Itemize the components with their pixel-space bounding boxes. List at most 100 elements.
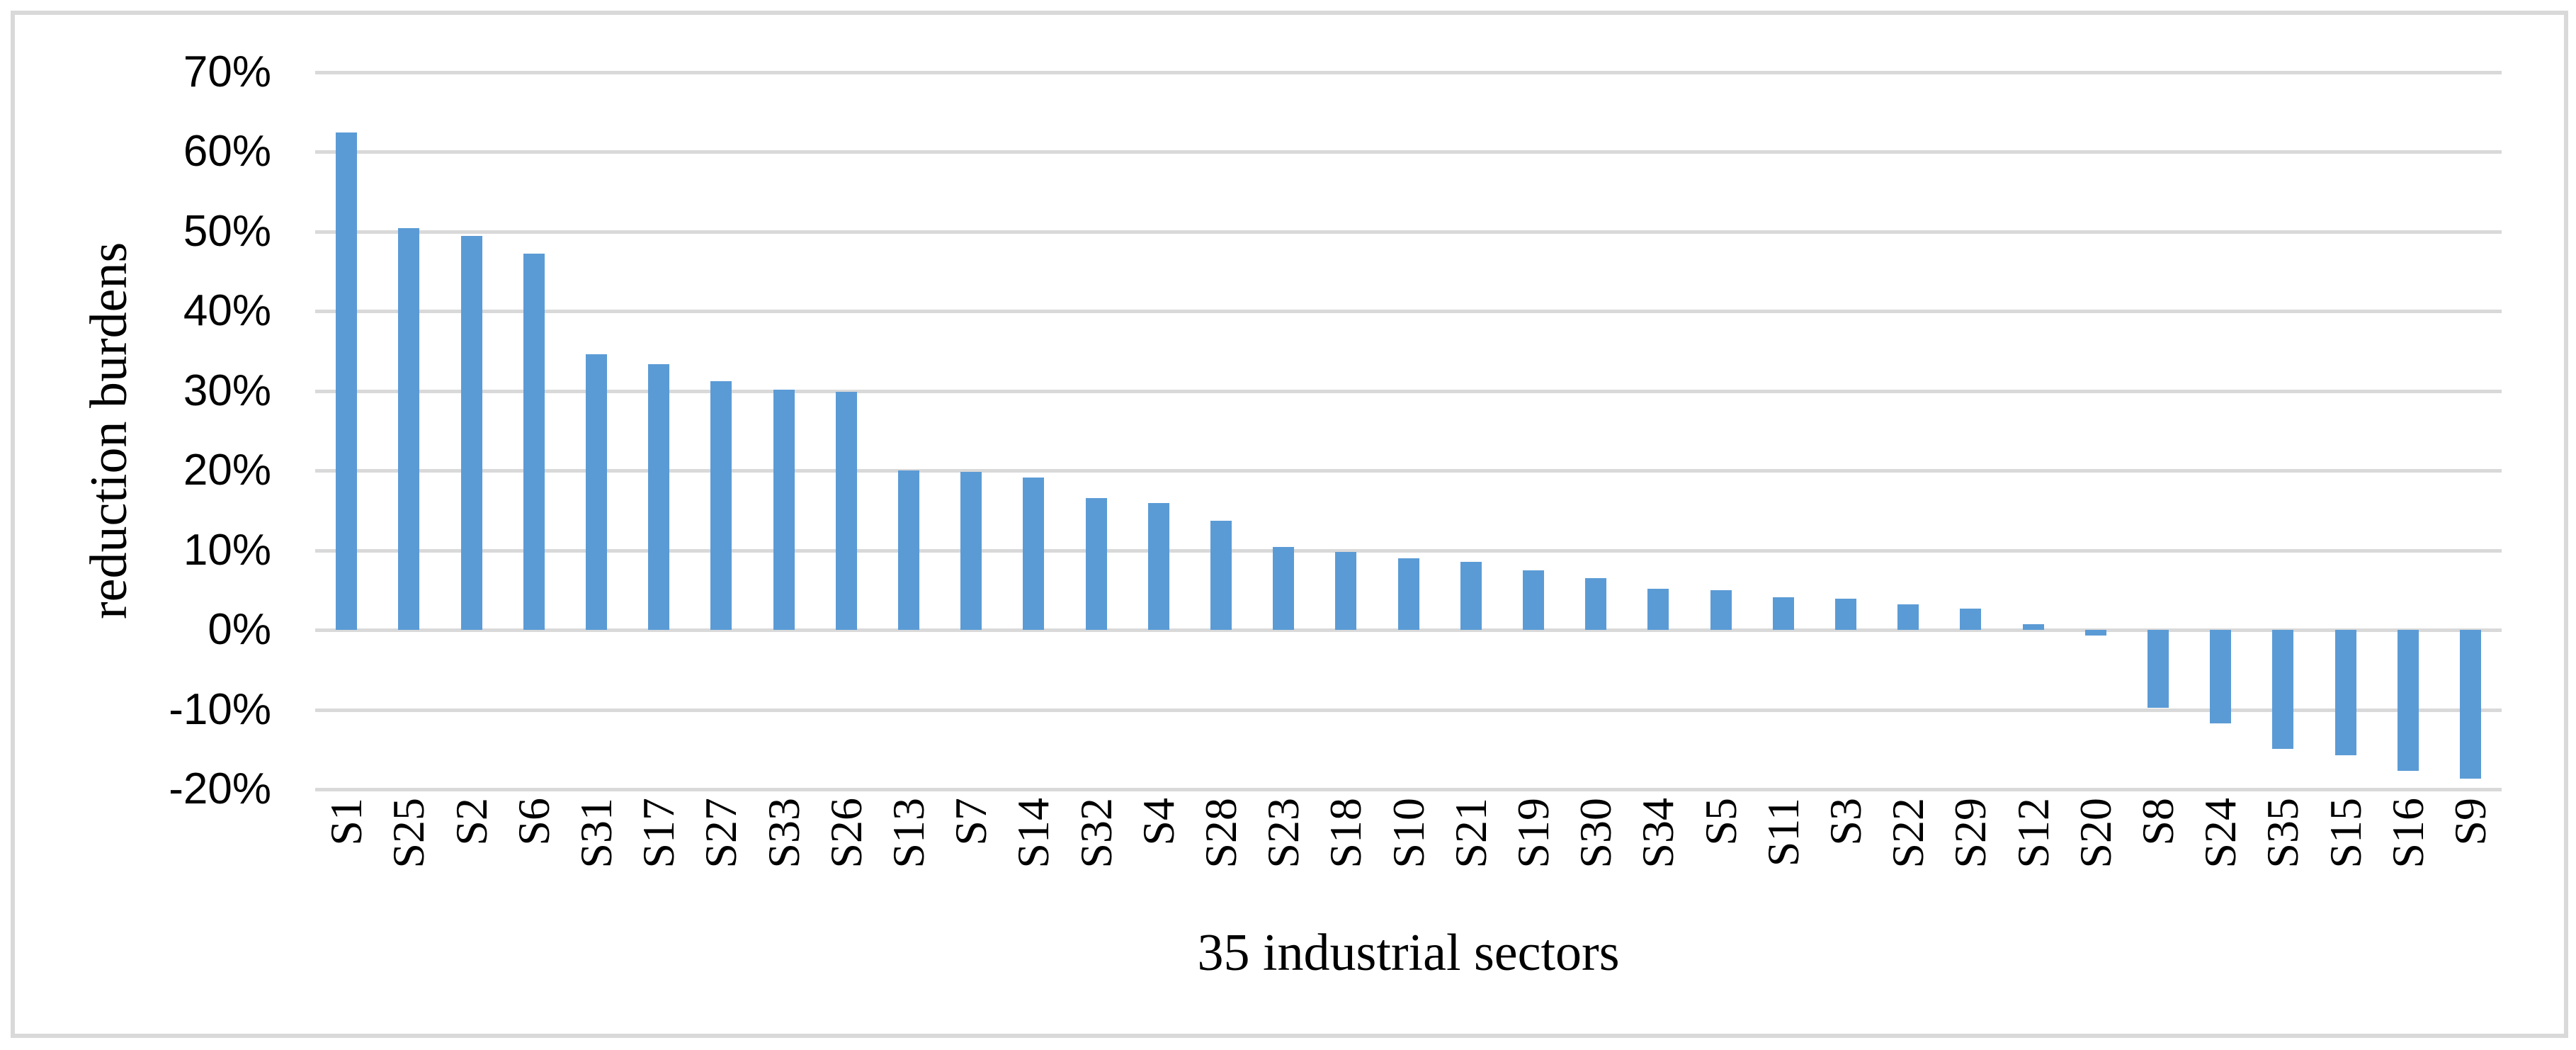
- x-tick-S3: S3: [1820, 798, 1871, 849]
- x-tick-label-S9: S9: [2444, 798, 2495, 846]
- bar-S5: [1710, 589, 1732, 630]
- bar-S21: [1460, 562, 1482, 630]
- y-tick-label-30%: 30%: [183, 366, 271, 415]
- x-tick-S32: S32: [1070, 798, 1121, 872]
- x-tick-S14: S14: [1008, 798, 1058, 872]
- x-tick-label-S34: S34: [1633, 798, 1684, 869]
- x-tick-S31: S31: [570, 798, 621, 872]
- bar-S20: [2084, 630, 2106, 636]
- x-tick-S17: S17: [633, 798, 683, 872]
- x-tick-S28: S28: [1196, 798, 1246, 872]
- bar-S8: [2147, 630, 2169, 709]
- bar-S11: [1772, 597, 1794, 630]
- bar-S17: [648, 364, 670, 630]
- bar-S35: [2272, 630, 2294, 749]
- bar-S6: [523, 254, 545, 630]
- x-tick-S19: S19: [1508, 798, 1558, 872]
- x-tick-label-S25: S25: [383, 798, 434, 869]
- x-tick-label-S15: S15: [2320, 798, 2371, 869]
- bar-S27: [710, 381, 732, 630]
- x-tick-S21: S21: [1446, 798, 1496, 872]
- bar-S14: [1023, 478, 1045, 630]
- y-tick-label-0%: 0%: [208, 605, 271, 654]
- x-tick-S5: S5: [1696, 798, 1746, 849]
- x-tick-S7: S7: [946, 798, 996, 849]
- x-tick-S34: S34: [1633, 798, 1683, 872]
- bar-S26: [835, 391, 857, 630]
- x-tick-S29: S29: [1945, 798, 1995, 872]
- x-tick-S6: S6: [509, 798, 559, 849]
- x-tick-label-S3: S3: [1820, 798, 1871, 846]
- x-tick-label-S6: S6: [508, 798, 559, 846]
- x-tick-S23: S23: [1258, 798, 1309, 872]
- gridline-0%: [315, 628, 2502, 632]
- gridline-20%: [315, 469, 2502, 473]
- x-tick-S27: S27: [696, 798, 746, 872]
- y-tick-label--10%: -10%: [169, 684, 271, 734]
- x-tick-label-S11: S11: [1757, 798, 1808, 867]
- x-tick-S11: S11: [1757, 798, 1808, 870]
- bar-S4: [1147, 503, 1169, 630]
- bar-S2: [460, 236, 482, 630]
- bar-S9: [2459, 630, 2481, 779]
- x-tick-label-S22: S22: [1883, 798, 1934, 869]
- x-tick-label-S28: S28: [1195, 798, 1246, 869]
- x-tick-label-S21: S21: [1445, 798, 1496, 869]
- bar-S3: [1834, 599, 1856, 630]
- bar-S29: [1960, 608, 1982, 630]
- x-tick-S22: S22: [1883, 798, 1933, 872]
- x-tick-label-S16: S16: [2382, 798, 2433, 869]
- x-tick-label-S8: S8: [2132, 798, 2183, 846]
- bar-S12: [2022, 624, 2044, 630]
- x-tick-S13: S13: [883, 798, 934, 872]
- x-tick-S2: S2: [446, 798, 497, 849]
- y-tick-label--20%: -20%: [169, 764, 271, 813]
- x-tick-label-S13: S13: [883, 798, 934, 869]
- bar-S10: [1397, 558, 1419, 630]
- x-tick-label-S24: S24: [2195, 798, 2246, 869]
- bar-S19: [1522, 570, 1544, 630]
- bar-S30: [1585, 577, 1607, 630]
- gridline-30%: [315, 389, 2502, 393]
- x-tick-label-S33: S33: [758, 798, 809, 869]
- y-tick-label-40%: 40%: [183, 286, 271, 335]
- gridline--20%: [315, 788, 2502, 791]
- figure-border: [11, 11, 2568, 1038]
- bar-S31: [585, 354, 607, 630]
- x-tick-label-S5: S5: [1695, 798, 1746, 846]
- gridline-70%: [315, 70, 2502, 74]
- bar-S15: [2334, 630, 2356, 755]
- x-tick-label-S23: S23: [1258, 798, 1309, 869]
- y-tick-label-70%: 70%: [183, 47, 271, 96]
- y-tick-label-10%: 10%: [183, 525, 271, 575]
- gridline--10%: [315, 708, 2502, 712]
- x-tick-label-S26: S26: [820, 798, 871, 869]
- x-tick-S18: S18: [1320, 798, 1371, 872]
- x-tick-S26: S26: [820, 798, 871, 872]
- x-tick-S8: S8: [2133, 798, 2183, 849]
- bar-S24: [2210, 630, 2232, 723]
- x-tick-S1: S1: [321, 798, 372, 849]
- bar-S7: [960, 472, 982, 630]
- x-tick-label-S7: S7: [946, 798, 997, 846]
- x-tick-label-S32: S32: [1070, 798, 1121, 869]
- y-tick-label-50%: 50%: [183, 206, 271, 256]
- x-tick-S20: S20: [2070, 798, 2121, 872]
- x-tick-label-S18: S18: [1320, 798, 1371, 869]
- bar-S23: [1273, 547, 1295, 630]
- x-tick-label-S27: S27: [696, 798, 747, 869]
- x-tick-label-S1: S1: [321, 798, 372, 846]
- bar-S32: [1085, 498, 1107, 630]
- gridline-50%: [315, 230, 2502, 234]
- x-tick-S25: S25: [383, 798, 434, 872]
- x-tick-label-S35: S35: [2257, 798, 2308, 869]
- x-tick-label-S30: S30: [1570, 798, 1621, 869]
- x-tick-label-S20: S20: [2070, 798, 2121, 869]
- bar-S13: [897, 470, 919, 630]
- x-tick-label-S2: S2: [446, 798, 497, 846]
- x-tick-label-S10: S10: [1383, 798, 1434, 869]
- x-tick-label-S31: S31: [570, 798, 621, 869]
- bar-S22: [1897, 604, 1919, 630]
